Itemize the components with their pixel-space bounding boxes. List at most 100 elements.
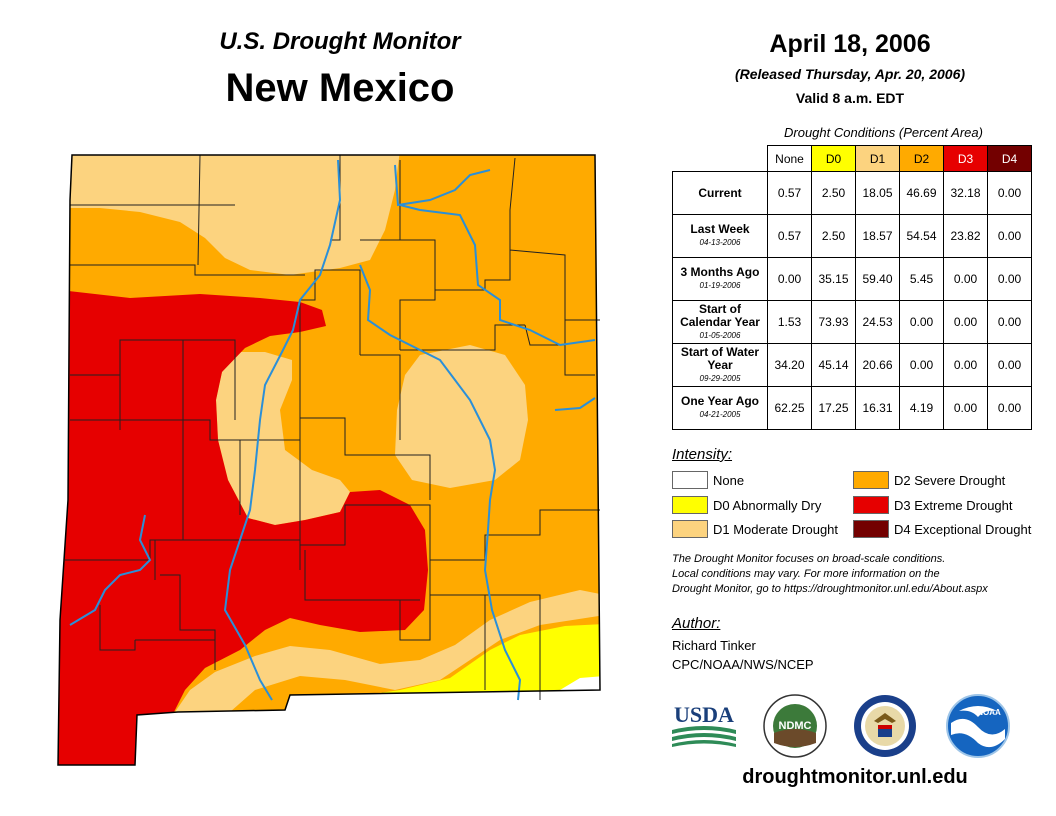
legend-label-d1: D1 Moderate Drought <box>713 521 839 537</box>
state-outline <box>57 154 601 766</box>
legend-item-d1: D1 Moderate Drought <box>672 520 838 538</box>
table-cell: 32.18 <box>943 171 988 215</box>
author-name: Richard Tinker <box>672 638 756 653</box>
row-label-text: Start of Calendar Year <box>680 301 760 329</box>
col-header: D3 <box>943 145 988 172</box>
legend-swatch-d1 <box>672 520 708 538</box>
table-cell: 59.40 <box>855 257 900 301</box>
valid-time: Valid 8 a.m. EDT <box>795 90 905 106</box>
table-cell: 0.00 <box>987 257 1032 301</box>
col-header: D4 <box>987 145 1032 172</box>
note-line: The Drought Monitor focuses on broad-sca… <box>672 553 946 565</box>
table-cell: 18.05 <box>855 171 900 215</box>
row-label-text: Start of Water Year <box>680 344 760 372</box>
footer-url[interactable]: droughtmonitor.unl.edu <box>742 766 968 788</box>
table-cell: 0.00 <box>899 343 944 387</box>
note-line: Drought Monitor, go to https://droughtmo… <box>672 583 988 595</box>
note-line: Local conditions may vary. For more info… <box>672 568 940 580</box>
row-label: Current <box>672 171 768 215</box>
release-date: (Released Thursday, Apr. 20, 2006) <box>734 66 966 82</box>
table-cell: 0.00 <box>943 386 988 430</box>
d3-extreme-area <box>58 290 428 765</box>
row-date: 04-13-2006 <box>699 238 741 247</box>
table-cell: 45.14 <box>811 343 856 387</box>
legend-swatch-d4 <box>853 520 889 538</box>
row-date: 09-29-2005 <box>699 373 741 383</box>
disclaimer-note: The Drought Monitor focuses on broad-sca… <box>672 552 1052 597</box>
table-corner <box>673 146 768 172</box>
table-cell: 34.20 <box>767 343 812 387</box>
table-cell: 0.00 <box>987 214 1032 258</box>
legend-swatch-none <box>672 471 708 489</box>
table-cell: 17.25 <box>811 386 856 430</box>
row-label: Start of Water Year 09-29-2005 <box>672 343 768 387</box>
rivers <box>69 159 596 701</box>
table-cell: 54.54 <box>899 214 944 258</box>
table-row: Last Week 04-13-2006 0.57 2.50 18.57 54.54 23.… <box>672 214 1032 258</box>
table-cell: 0.00 <box>987 300 1032 344</box>
table-cell: 0.00 <box>767 257 812 301</box>
table-cell: 62.25 <box>767 386 812 430</box>
table-cell: 0.00 <box>899 300 944 344</box>
table-cell: 4.19 <box>899 386 944 430</box>
row-date: 04-21-2005 <box>699 410 741 419</box>
table-cell: 73.93 <box>811 300 856 344</box>
legend-swatch-d0 <box>672 496 708 514</box>
table-cell: 0.00 <box>987 343 1032 387</box>
row-label-text: Current <box>698 185 742 200</box>
table-row: One Year Ago 04-21-2005 62.25 17.25 16.31 4.1… <box>672 386 1032 430</box>
table-cell: 0.00 <box>943 343 988 387</box>
legend-item-d3: D3 Extreme Drought <box>853 496 1013 514</box>
legend-label-d3: D3 Extreme Drought <box>894 497 1013 513</box>
table-cell: 0.00 <box>987 171 1032 215</box>
table-row: Start of Calendar Year 01-05-2006 1.53 73.9… <box>672 300 1032 344</box>
usda-logo-text: USDA <box>674 702 734 727</box>
row-label: One Year Ago 04-21-2005 <box>672 386 768 430</box>
map-date: April 18, 2006 <box>769 30 931 58</box>
table-cell: 5.45 <box>899 257 944 301</box>
table-row: 3 Months Ago 01-19-2006 0.00 35.15 59.40 5.45… <box>672 257 1032 301</box>
legend-label-none: None <box>713 472 745 488</box>
legend-swatch-d3 <box>853 496 889 514</box>
noaa-logo-text: NOAA <box>977 708 1001 717</box>
conditions-title: Drought Conditions (Percent Area) <box>784 125 983 140</box>
row-label-text: One Year Ago <box>680 394 760 408</box>
table-cell: 16.31 <box>855 386 900 430</box>
table-body: Current 0.57 2.50 18.05 46.69 32.18 0.00 Last W… <box>672 171 1032 430</box>
d1-east-central-area <box>395 345 528 488</box>
noaa-logo: NOAA <box>946 694 1010 758</box>
region-title: New Mexico <box>225 66 455 110</box>
row-label: 3 Months Ago 01-19-2006 <box>672 257 768 301</box>
drought-map <box>57 154 601 766</box>
county-lines <box>65 154 600 700</box>
product-title: U.S. Drought Monitor <box>219 28 461 55</box>
table-row: Start of Water Year 09-29-2005 34.20 45.14 2… <box>672 343 1032 387</box>
table-cell: 2.50 <box>811 214 856 258</box>
table-cell: 0.57 <box>767 214 812 258</box>
drought-conditions-table: None D0 D1 D2 D3 D4 Current 0.57 2.50 18.05… <box>672 145 1032 430</box>
legend-item-d2: D2 Severe Drought <box>853 471 1005 489</box>
row-label: Start of Calendar Year 01-05-2006 <box>672 300 768 344</box>
row-date: 01-19-2006 <box>699 281 741 290</box>
col-header: D2 <box>899 145 944 172</box>
table-cell: 0.00 <box>943 257 988 301</box>
table-cell: 1.53 <box>767 300 812 344</box>
legend-item-d4: D4 Exceptional Drought <box>853 520 1031 538</box>
col-header: D1 <box>855 145 900 172</box>
table-cell: 46.69 <box>899 171 944 215</box>
legend-swatch-d2 <box>853 471 889 489</box>
col-header: None <box>767 145 812 172</box>
ndmc-logo: NDMC <box>763 694 827 758</box>
row-label: Last Week 04-13-2006 <box>672 214 768 258</box>
table-row: Current 0.57 2.50 18.05 46.69 32.18 0.00 <box>672 171 1032 215</box>
legend-item-d0: D0 Abnormally Dry <box>672 496 821 514</box>
doc-seal-logo <box>854 695 916 757</box>
author-org: CPC/NOAA/NWS/NCEP <box>672 657 814 672</box>
author-title: Author: <box>672 615 721 632</box>
table-cell: 2.50 <box>811 171 856 215</box>
table-cell: 18.57 <box>855 214 900 258</box>
legend-title: Intensity: <box>672 446 733 463</box>
d1-northwest-area <box>60 155 400 275</box>
table-cell: 0.00 <box>987 386 1032 430</box>
table-header-row: None D0 D1 D2 D3 D4 <box>673 145 1032 172</box>
